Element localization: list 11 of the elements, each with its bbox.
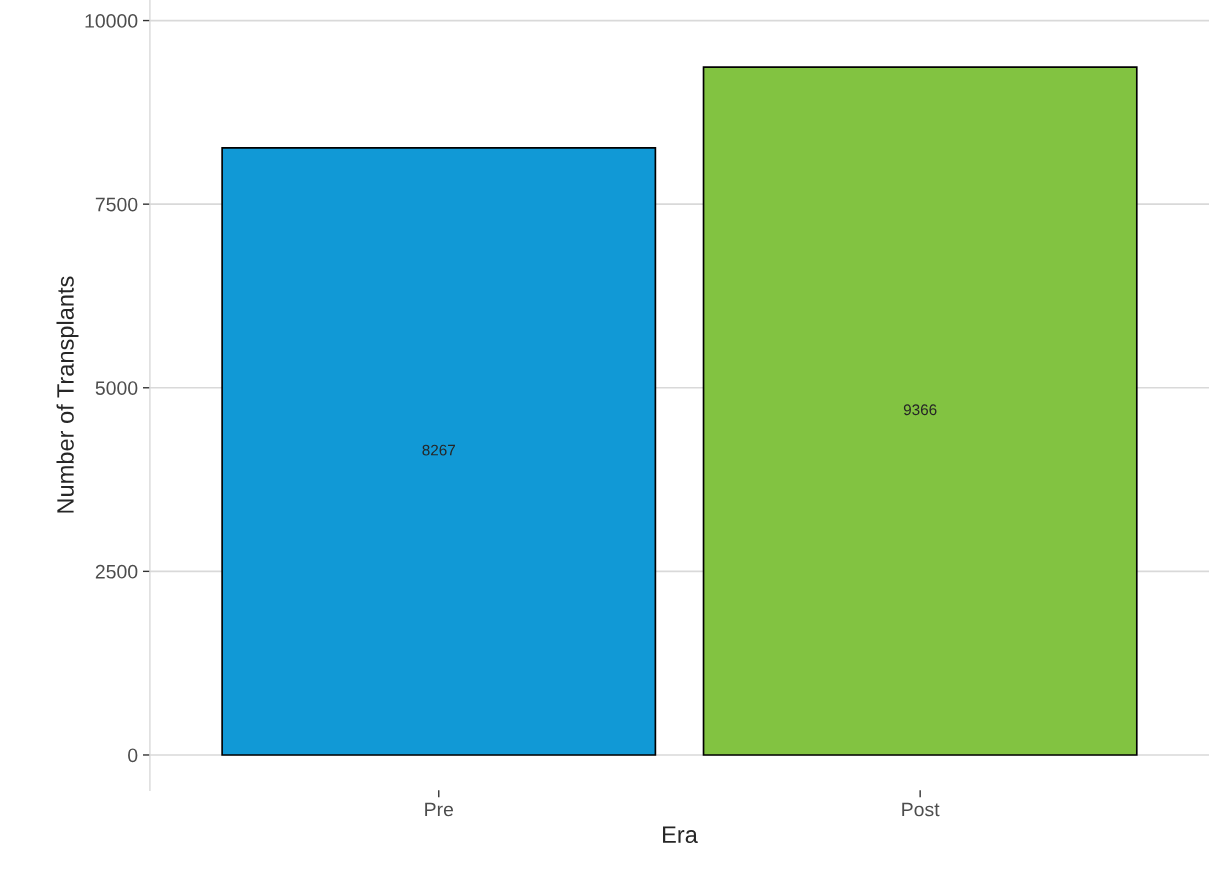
y-axis-title: Number of Transplants [56, 276, 79, 513]
y-tick-label: 5000 [95, 381, 138, 395]
data-label: 8267 [422, 444, 455, 456]
data-label: 9366 [903, 404, 937, 416]
x-tick-label: Pre [425, 802, 454, 817]
y-tick-label: 10000 [85, 14, 138, 28]
x-axis-title: Era [663, 826, 698, 844]
y-tick-label: 2500 [95, 564, 138, 579]
y-tick-label: 0 [128, 748, 138, 763]
x-tick-label: Post [902, 802, 940, 817]
y-tick-label: 7500 [95, 197, 138, 212]
